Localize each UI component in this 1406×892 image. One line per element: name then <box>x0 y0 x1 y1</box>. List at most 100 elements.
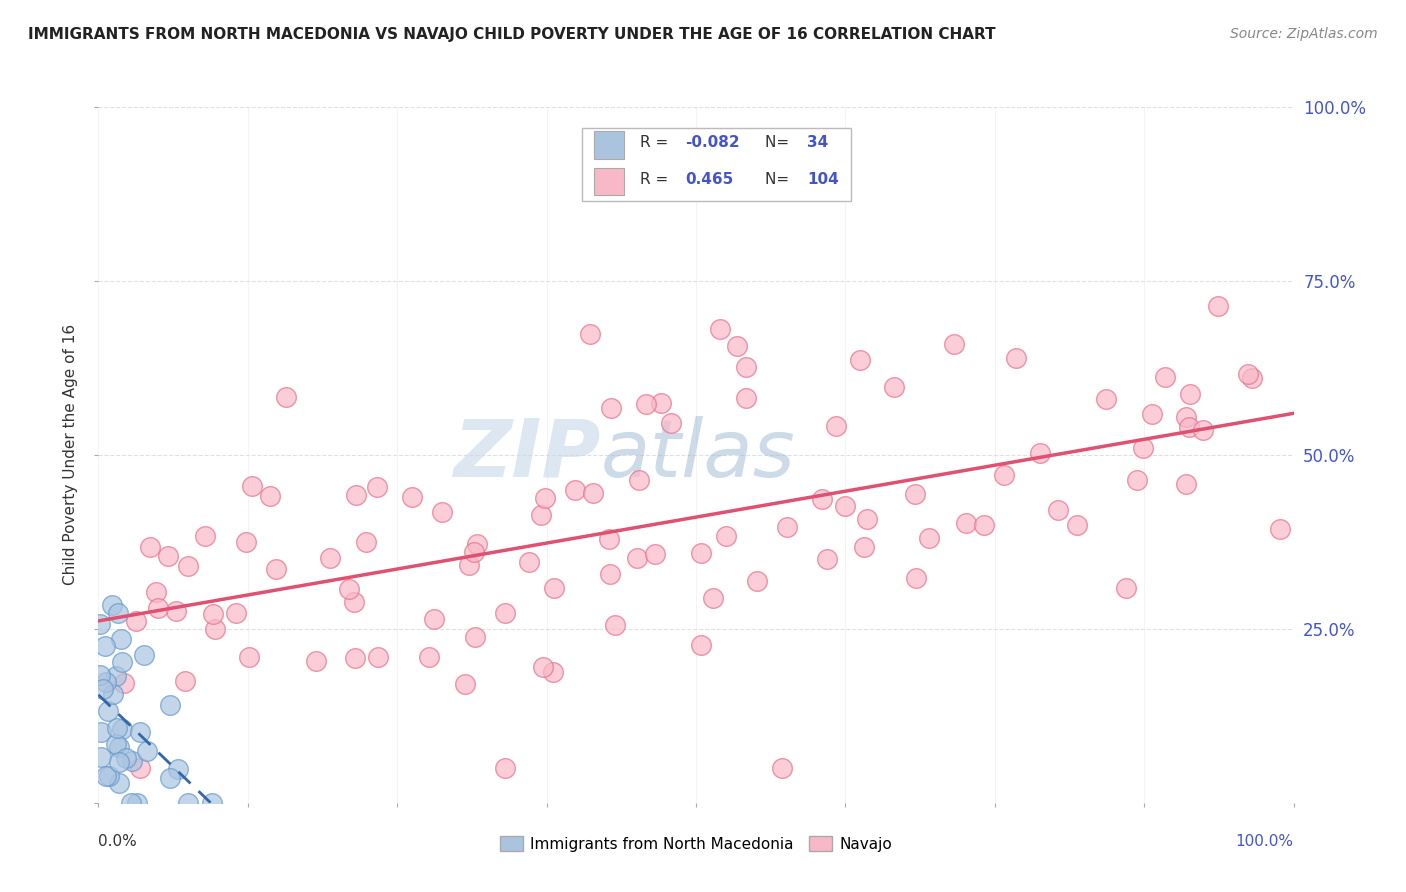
Point <box>883 379 905 393</box>
Point <box>815 552 838 566</box>
Point <box>235 535 257 549</box>
Y-axis label: Child Poverty Under the Age of 16: Child Poverty Under the Age of 16 <box>63 325 79 585</box>
Point <box>139 540 162 554</box>
Point <box>1140 408 1163 422</box>
Point <box>465 537 488 551</box>
Point <box>343 651 366 665</box>
Text: atlas: atlas <box>600 416 796 494</box>
Point <box>112 676 135 690</box>
Point <box>366 481 388 495</box>
Point <box>517 555 540 569</box>
Point <box>94 639 117 653</box>
Point <box>177 796 200 810</box>
Point <box>202 607 225 621</box>
Point <box>1175 410 1198 425</box>
Point <box>101 687 124 701</box>
Point <box>111 655 134 669</box>
Point <box>238 649 260 664</box>
Point <box>128 725 150 739</box>
Text: 34: 34 <box>807 136 828 151</box>
Point <box>430 505 453 519</box>
Point <box>159 771 181 785</box>
Point <box>993 467 1015 482</box>
Point <box>650 396 672 410</box>
Point <box>1178 387 1201 401</box>
Point <box>105 721 128 735</box>
Point <box>132 648 155 663</box>
Point <box>453 676 475 690</box>
Point <box>204 623 226 637</box>
Point <box>159 698 181 712</box>
Point <box>636 397 658 411</box>
Point <box>96 769 118 783</box>
Point <box>735 391 758 405</box>
Point <box>709 322 731 336</box>
Point <box>167 762 190 776</box>
Text: Source: ZipAtlas.com: Source: ZipAtlas.com <box>1230 27 1378 41</box>
Point <box>344 488 367 502</box>
Point <box>628 473 651 487</box>
Point <box>904 571 927 585</box>
Point <box>1115 581 1137 595</box>
Point <box>598 532 620 546</box>
Point <box>702 591 724 605</box>
Point <box>240 479 263 493</box>
Point <box>776 520 799 534</box>
Point <box>856 512 879 526</box>
Point <box>1029 446 1052 460</box>
Point <box>121 754 143 768</box>
Point <box>120 796 142 810</box>
Point <box>811 491 834 506</box>
Point <box>564 483 586 497</box>
Point <box>852 540 875 554</box>
Text: IMMIGRANTS FROM NORTH MACEDONIA VS NAVAJO CHILD POVERTY UNDER THE AGE OF 16 CORR: IMMIGRANTS FROM NORTH MACEDONIA VS NAVAJ… <box>28 27 995 42</box>
Point <box>1095 392 1118 406</box>
Point <box>305 654 328 668</box>
Point <box>356 535 378 549</box>
Point <box>105 737 128 751</box>
Text: R =: R = <box>640 172 678 186</box>
Point <box>690 546 713 560</box>
Point <box>1132 442 1154 456</box>
Point <box>225 606 247 620</box>
Point <box>157 549 180 563</box>
Point <box>494 606 516 620</box>
Point <box>1154 369 1177 384</box>
Point <box>582 486 605 500</box>
Point <box>423 612 446 626</box>
Point <box>1046 503 1069 517</box>
Text: ZIP: ZIP <box>453 416 600 494</box>
Point <box>1066 517 1088 532</box>
Point <box>276 390 298 404</box>
Point <box>94 675 117 690</box>
Point <box>1005 351 1028 365</box>
Point <box>1192 423 1215 437</box>
Text: R =: R = <box>640 136 673 151</box>
FancyBboxPatch shape <box>595 131 624 159</box>
Point <box>1206 299 1229 313</box>
Point <box>115 751 138 765</box>
Legend: Immigrants from North Macedonia, Navajo: Immigrants from North Macedonia, Navajo <box>494 830 898 858</box>
Point <box>1175 477 1198 491</box>
Point <box>90 725 112 739</box>
Point <box>1126 474 1149 488</box>
Point <box>1237 367 1260 381</box>
Point <box>418 650 440 665</box>
Point <box>734 359 756 374</box>
Point <box>955 516 977 530</box>
Point <box>166 604 188 618</box>
Point <box>626 551 648 566</box>
FancyBboxPatch shape <box>582 128 852 201</box>
Point <box>725 339 748 353</box>
Text: 0.465: 0.465 <box>685 172 734 186</box>
Text: 0.0%: 0.0% <box>98 834 138 849</box>
Point <box>91 681 114 696</box>
Point <box>770 761 793 775</box>
FancyBboxPatch shape <box>595 168 624 195</box>
Point <box>97 769 120 783</box>
Point <box>101 598 124 612</box>
Point <box>973 518 995 533</box>
Point <box>599 401 621 416</box>
Text: N=: N= <box>765 172 794 186</box>
Point <box>824 419 846 434</box>
